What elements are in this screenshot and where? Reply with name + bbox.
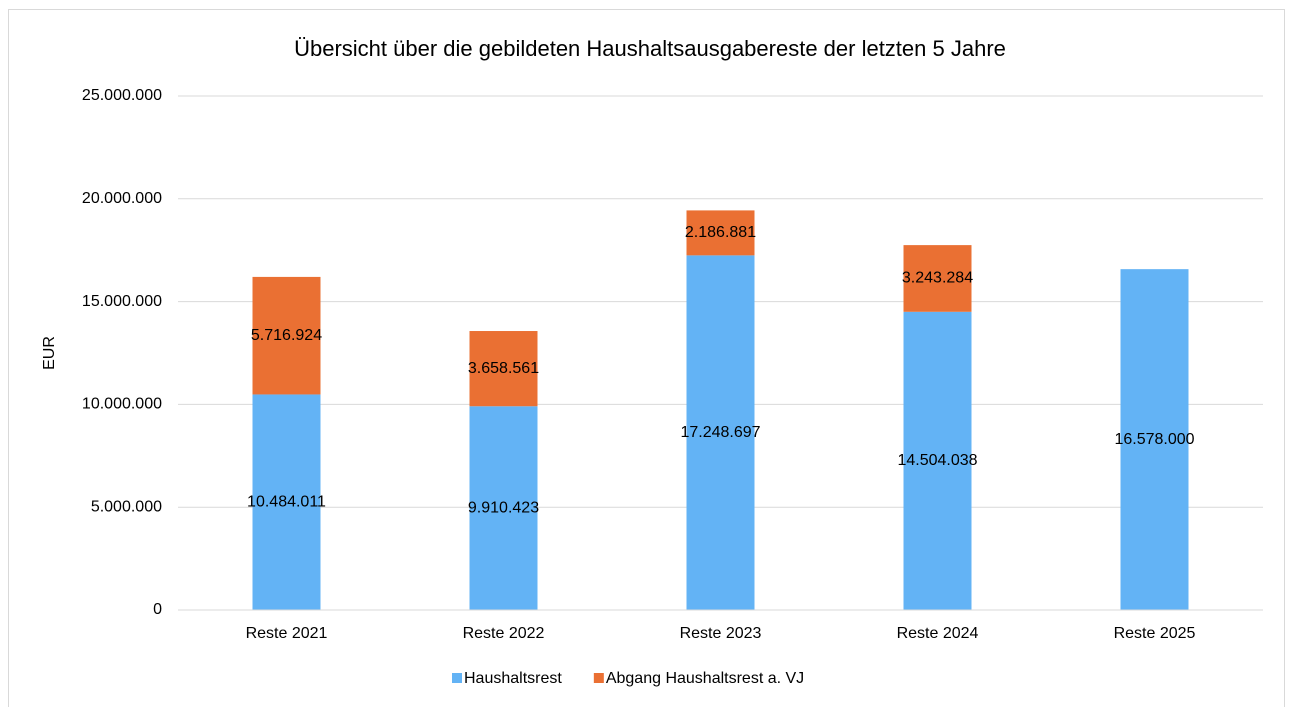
x-tick-label: Reste 2025 (1114, 625, 1196, 642)
legend-swatch (593, 673, 604, 683)
legend-swatch (452, 673, 462, 683)
x-tick-label: Reste 2023 (680, 625, 762, 642)
y-axis-label: EUR (41, 336, 58, 370)
chart-frame (8, 9, 1285, 707)
bar-segment (469, 406, 538, 610)
x-tick-label: Reste 2021 (246, 625, 328, 642)
y-tick-label: 10.000.000 (82, 396, 162, 413)
bar-segment (469, 331, 538, 407)
data-label: 10.484.011 (247, 493, 326, 510)
bar-segment (686, 210, 755, 256)
y-tick-label: 5.000.000 (91, 498, 162, 515)
y-tick-label: 0 (153, 601, 162, 618)
data-label: 3.658.561 (468, 360, 539, 377)
y-tick-label: 15.000.000 (82, 293, 162, 310)
bar-segment (1120, 269, 1189, 610)
bar-segment (252, 276, 321, 395)
legend-label: Abgang Haushaltsrest a. VJ (606, 670, 804, 687)
data-label: 3.243.284 (902, 270, 973, 287)
bar-segment (903, 311, 972, 610)
legend-label: Haushaltsrest (464, 670, 562, 687)
chart-title: Übersicht über die gebildeten Haushaltsa… (294, 36, 1006, 61)
y-tick-label: 25.000.000 (82, 87, 162, 104)
data-label: 14.504.038 (897, 452, 977, 469)
x-tick-label: Reste 2024 (897, 625, 979, 642)
bar-segment (903, 245, 972, 312)
x-tick-label: Reste 2022 (463, 625, 545, 642)
bar-segment (686, 255, 755, 610)
data-label: 5.716.924 (251, 327, 322, 344)
data-label: 16.578.000 (1114, 431, 1194, 448)
data-label: 2.186.881 (685, 224, 756, 241)
data-label: 9.910.423 (468, 499, 539, 516)
y-tick-label: 20.000.000 (82, 190, 162, 207)
data-label: 17.248.697 (680, 424, 760, 441)
bar-segment (252, 394, 321, 610)
